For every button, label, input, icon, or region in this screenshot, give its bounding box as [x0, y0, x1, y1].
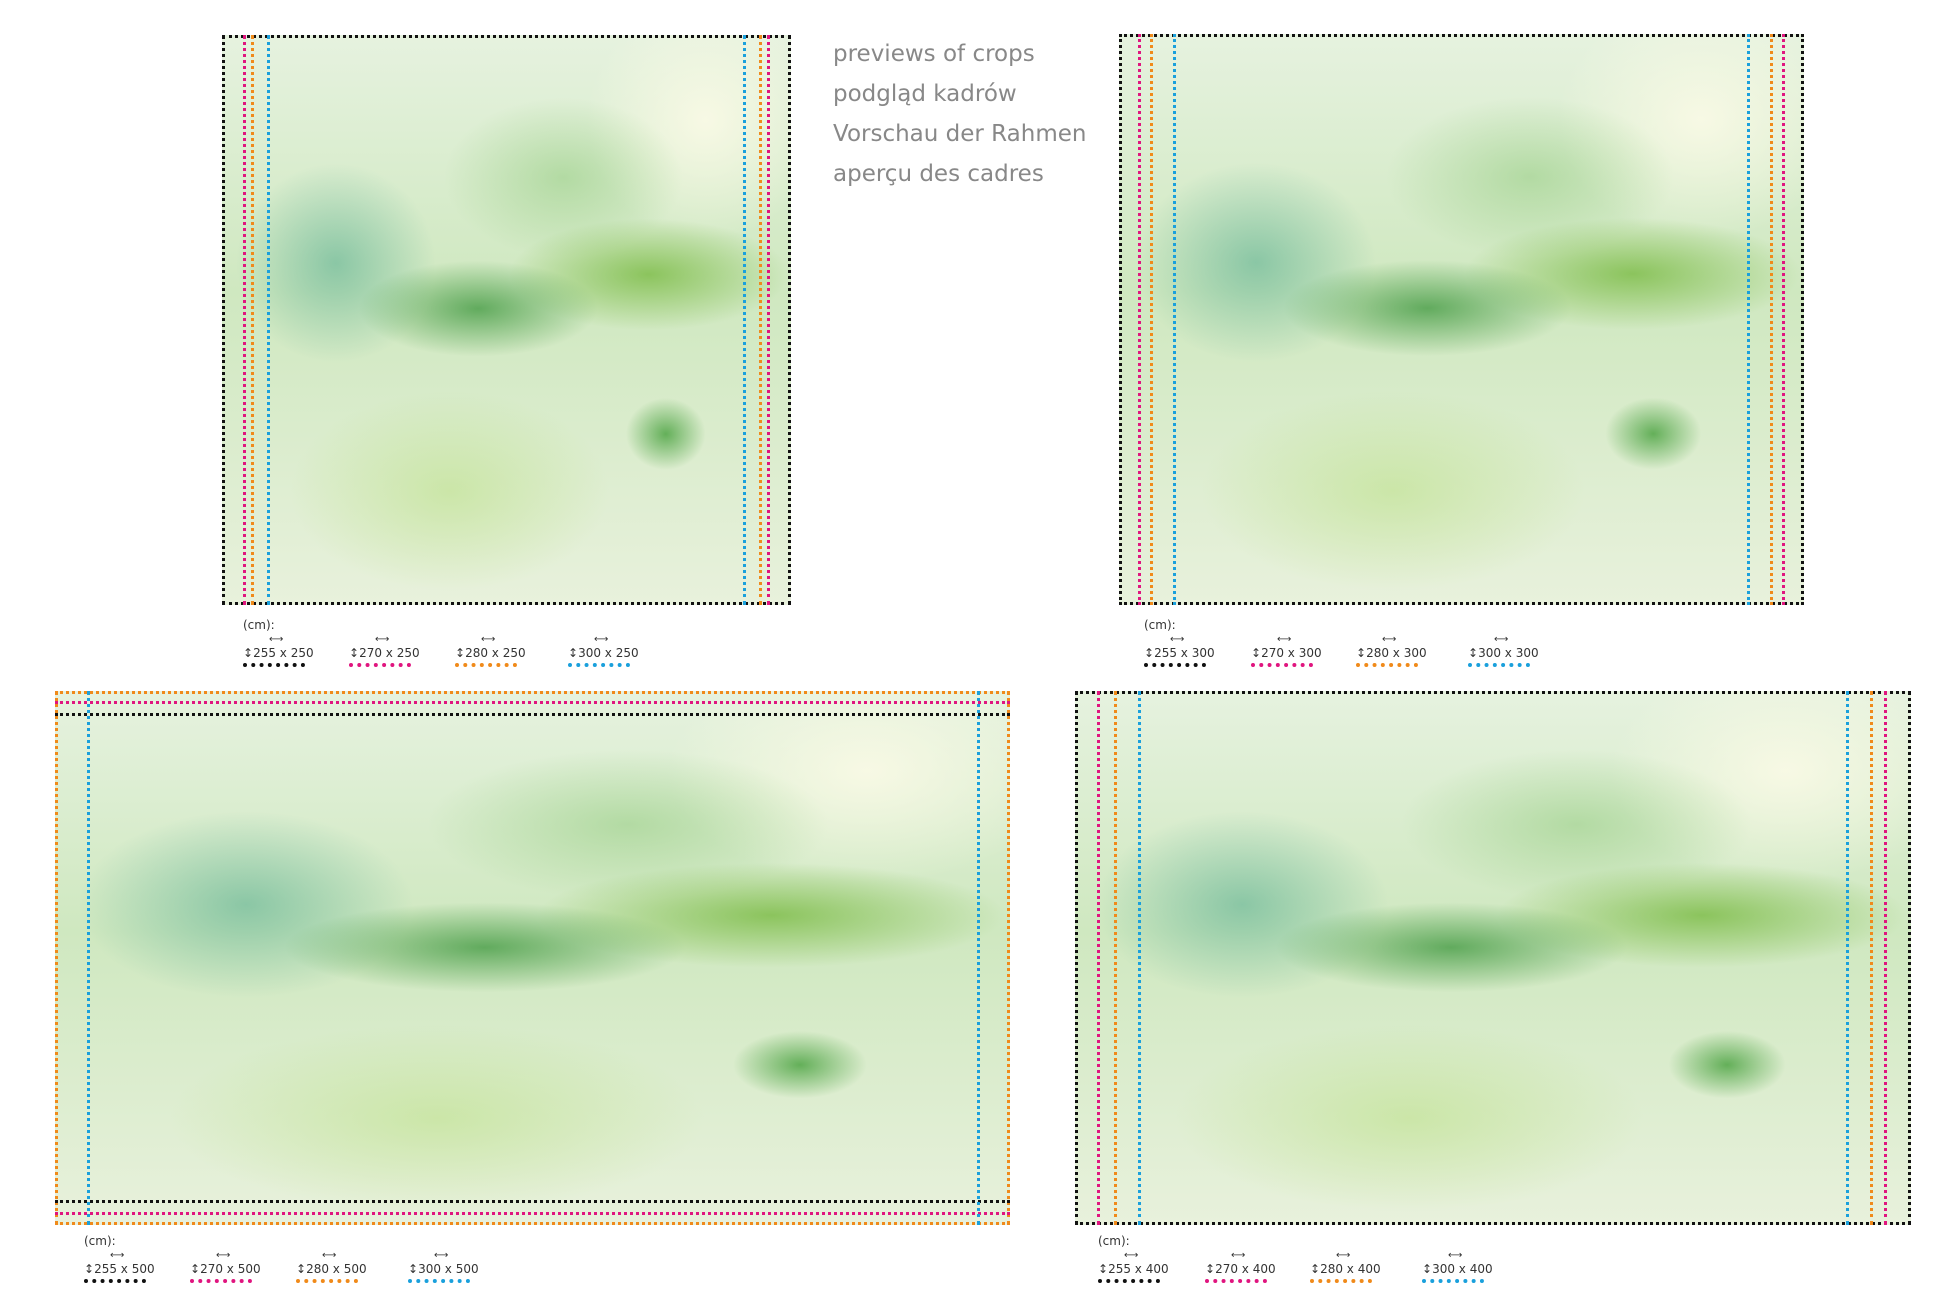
crop-line-orange: [759, 35, 762, 605]
size-label: ↕270 x 500: [190, 1262, 261, 1276]
crop-line-blue: [1173, 34, 1176, 605]
swatch-orange: [1356, 663, 1418, 667]
crop-line-blue: [1138, 691, 1141, 1225]
size-label: ↕300 x 500: [408, 1262, 479, 1276]
crop-line-black: [55, 713, 1010, 716]
preview-panel-300: [1119, 34, 1804, 605]
horizontal-double-arrow-icon: ⟷: [110, 1250, 125, 1261]
size-label: ↕270 x 300: [1251, 646, 1322, 660]
crop-line-magenta: [55, 1212, 1010, 1215]
crop-line-blue: [267, 35, 270, 605]
horizontal-double-arrow-icon: ⟷: [1231, 1250, 1246, 1261]
swatch-black: [84, 1279, 146, 1283]
horizontal-double-arrow-icon: ⟷: [1494, 634, 1509, 645]
swatch-black: [1098, 1279, 1160, 1283]
unit-label: (cm):: [84, 1234, 116, 1248]
swatch-magenta: [1205, 1279, 1267, 1283]
crop-line-blue: [743, 35, 746, 605]
size-label: ↕255 x 300: [1144, 646, 1215, 660]
size-label: ↕270 x 400: [1205, 1262, 1276, 1276]
horizontal-double-arrow-icon: ⟷: [434, 1250, 449, 1261]
swatch-orange: [1310, 1279, 1372, 1283]
crop-line-black: [1075, 691, 1911, 1225]
horizontal-double-arrow-icon: ⟷: [1124, 1250, 1139, 1261]
crop-line-orange: [1150, 34, 1153, 605]
horizontal-double-arrow-icon: ⟷: [1336, 1250, 1351, 1261]
size-label: ↕280 x 500: [296, 1262, 367, 1276]
unit-label: (cm):: [1144, 618, 1176, 632]
size-label: ↕300 x 300: [1468, 646, 1539, 660]
horizontal-double-arrow-icon: ⟷: [594, 634, 609, 645]
crop-line-orange: [1770, 34, 1773, 605]
size-label: ↕255 x 500: [84, 1262, 155, 1276]
swatch-black: [243, 663, 305, 667]
size-label: ↕255 x 250: [243, 646, 314, 660]
size-label: ↕300 x 400: [1422, 1262, 1493, 1276]
swatch-magenta: [190, 1279, 252, 1283]
size-label: ↕280 x 300: [1356, 646, 1427, 660]
horizontal-double-arrow-icon: ⟷: [1382, 634, 1397, 645]
horizontal-double-arrow-icon: ⟷: [481, 634, 496, 645]
size-label: ↕255 x 400: [1098, 1262, 1169, 1276]
preview-panel-400: [1075, 691, 1911, 1225]
unit-label: (cm):: [1098, 1234, 1130, 1248]
preview-panel-500: [55, 691, 1010, 1225]
crop-line-black: [1119, 34, 1804, 605]
swatch-orange: [455, 663, 517, 667]
crop-line-magenta: [243, 35, 246, 605]
horizontal-double-arrow-icon: ⟷: [1448, 1250, 1463, 1261]
crop-line-black: [55, 1200, 1010, 1203]
horizontal-double-arrow-icon: ⟷: [1170, 634, 1185, 645]
crop-line-orange: [55, 691, 1010, 1225]
caption-fr: aperçu des cadres: [833, 161, 1044, 187]
horizontal-double-arrow-icon: ⟷: [269, 634, 284, 645]
horizontal-double-arrow-icon: ⟷: [216, 1250, 231, 1261]
size-label: ↕280 x 250: [455, 646, 526, 660]
crop-line-magenta: [1097, 691, 1100, 1225]
crop-line-blue: [1747, 34, 1750, 605]
swatch-black: [1144, 663, 1206, 667]
crop-line-magenta: [1782, 34, 1785, 605]
crop-line-magenta: [1884, 691, 1887, 1225]
crop-line-black: [222, 35, 791, 605]
horizontal-double-arrow-icon: ⟷: [322, 1250, 337, 1261]
crop-line-magenta: [767, 35, 770, 605]
horizontal-double-arrow-icon: ⟷: [375, 634, 390, 645]
swatch-magenta: [349, 663, 411, 667]
swatch-orange: [296, 1279, 358, 1283]
size-label: ↕270 x 250: [349, 646, 420, 660]
horizontal-double-arrow-icon: ⟷: [1277, 634, 1292, 645]
unit-label: (cm):: [243, 618, 275, 632]
crop-line-orange: [1870, 691, 1873, 1225]
swatch-blue: [1422, 1279, 1484, 1283]
preview-panel-250: [222, 35, 791, 605]
caption: previews of crops podgląd kadrów Vorscha…: [833, 34, 1086, 194]
swatch-blue: [568, 663, 630, 667]
crop-line-blue: [87, 691, 90, 1225]
crop-line-blue: [977, 691, 980, 1225]
size-label: ↕280 x 400: [1310, 1262, 1381, 1276]
size-label: ↕300 x 250: [568, 646, 639, 660]
caption-en: previews of crops: [833, 41, 1035, 67]
crop-line-orange: [1114, 691, 1117, 1225]
crop-line-orange: [251, 35, 254, 605]
crop-line-magenta: [1138, 34, 1141, 605]
crop-line-magenta: [55, 701, 1010, 704]
swatch-blue: [408, 1279, 470, 1283]
caption-pl: podgląd kadrów: [833, 81, 1017, 107]
crop-line-blue: [1846, 691, 1849, 1225]
swatch-blue: [1468, 663, 1530, 667]
caption-de: Vorschau der Rahmen: [833, 121, 1087, 147]
swatch-magenta: [1251, 663, 1313, 667]
